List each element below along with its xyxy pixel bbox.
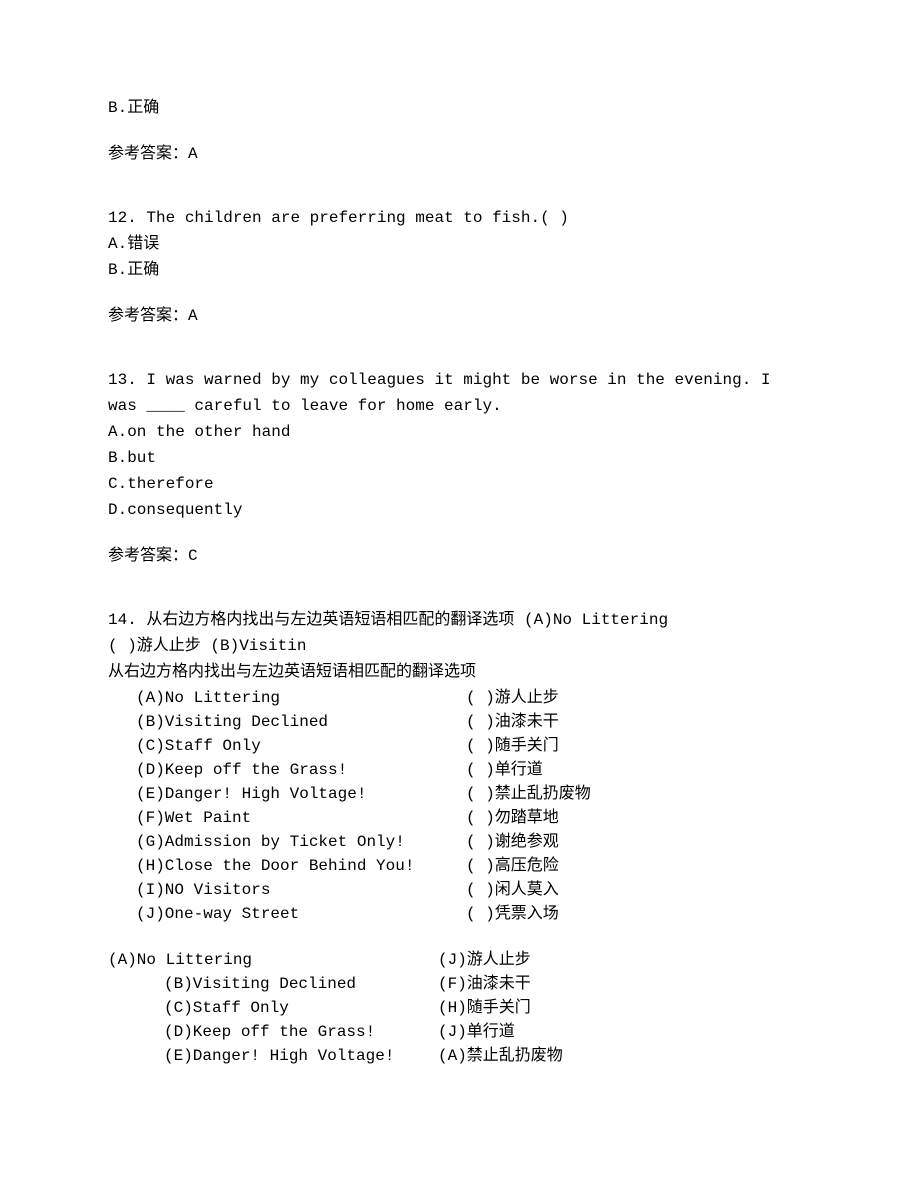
q12-number: 12. <box>108 209 137 227</box>
answer-left: (D)Keep off the Grass! <box>164 1020 438 1044</box>
q12-body: The children are preferring meat to fish… <box>137 209 569 227</box>
q13-number: 13. <box>108 371 137 389</box>
q11-option-b: B.正确 <box>108 96 812 120</box>
match-left: (G)Admission by Ticket Only! <box>136 830 466 854</box>
q13-answer: 参考答案：C <box>108 544 812 568</box>
match-left: (I)NO Visitors <box>136 878 466 902</box>
answer-right: (J)单行道 <box>438 1020 812 1044</box>
q12-text: 12. The children are preferring meat to … <box>108 206 812 230</box>
q13-option-d: D.consequently <box>108 498 812 522</box>
match-row: (C)Staff Only( )随手关门 <box>108 734 812 758</box>
match-row: (J)One-way Street( )凭票入场 <box>108 902 812 926</box>
question-12-block: 12. The children are preferring meat to … <box>108 206 812 328</box>
answer-left: (A)No Littering <box>108 948 438 972</box>
match-right: ( )禁止乱扔废物 <box>466 782 812 806</box>
answer-row-first: (A)No Littering (J)游人止步 <box>108 948 812 972</box>
match-row: (H)Close the Door Behind You!( )高压危险 <box>108 854 812 878</box>
match-row: (E)Danger! High Voltage!( )禁止乱扔废物 <box>108 782 812 806</box>
q14-intro1: 从右边方格内找出与左边英语短语相匹配的翻译选项 (A)No Littering <box>137 611 668 629</box>
q13-option-c: C.therefore <box>108 472 812 496</box>
q14-intro-line1: 14. 从右边方格内找出与左边英语短语相匹配的翻译选项 (A)No Litter… <box>108 608 812 632</box>
match-left: (E)Danger! High Voltage! <box>136 782 466 806</box>
answer-right: (J)游人止步 <box>438 948 812 972</box>
answer-right: (F)油漆未干 <box>438 972 812 996</box>
answer-left: (E)Danger! High Voltage! <box>164 1044 438 1068</box>
question-14-block: 14. 从右边方格内找出与左边英语短语相匹配的翻译选项 (A)No Litter… <box>108 608 812 1068</box>
answer-row: (C)Staff Only(H)随手关门 <box>108 996 812 1020</box>
answer-left: (B)Visiting Declined <box>164 972 438 996</box>
answer-right: (A)禁止乱扔废物 <box>438 1044 812 1068</box>
match-row: (B)Visiting Declined( )油漆未干 <box>108 710 812 734</box>
q13-option-b: B.but <box>108 446 812 470</box>
match-left: (J)One-way Street <box>136 902 466 926</box>
answer-row: (E)Danger! High Voltage!(A)禁止乱扔废物 <box>108 1044 812 1068</box>
q14-number: 14. <box>108 611 137 629</box>
answer-row: (D)Keep off the Grass!(J)单行道 <box>108 1020 812 1044</box>
match-left: (F)Wet Paint <box>136 806 466 830</box>
answer-row: (B)Visiting Declined(F)油漆未干 <box>108 972 812 996</box>
q13-body1: I was warned by my colleagues it might b… <box>137 371 771 389</box>
q11-answer: 参考答案：A <box>108 142 812 166</box>
match-left: (B)Visiting Declined <box>136 710 466 734</box>
q14-answers: (A)No Littering (J)游人止步 (B)Visiting Decl… <box>108 948 812 1068</box>
match-row: (A)No Littering( )游人止步 <box>108 686 812 710</box>
question-11-block: B.正确 参考答案：A <box>108 96 812 166</box>
match-left: (D)Keep off the Grass! <box>136 758 466 782</box>
q13-line1: 13. I was warned by my colleagues it mig… <box>108 368 812 392</box>
q14-match-rows: (A)No Littering( )游人止步 (B)Visiting Decli… <box>108 686 812 926</box>
answer-right: (H)随手关门 <box>438 996 812 1020</box>
match-row: (G)Admission by Ticket Only!( )谢绝参观 <box>108 830 812 854</box>
match-right: ( )单行道 <box>466 758 812 782</box>
match-right: ( )凭票入场 <box>466 902 812 926</box>
q13-line2: was ____ careful to leave for home early… <box>108 394 812 418</box>
match-right: ( )高压危险 <box>466 854 812 878</box>
q12-answer: 参考答案：A <box>108 304 812 328</box>
q14-heading: 从右边方格内找出与左边英语短语相匹配的翻译选项 <box>108 660 812 684</box>
match-right: ( )油漆未干 <box>466 710 812 734</box>
match-right: ( )闲人莫入 <box>466 878 812 902</box>
match-row: (F)Wet Paint( )勿踏草地 <box>108 806 812 830</box>
match-right: ( )勿踏草地 <box>466 806 812 830</box>
q12-option-b: B.正确 <box>108 258 812 282</box>
match-right: ( )游人止步 <box>466 686 812 710</box>
match-left: (H)Close the Door Behind You! <box>136 854 466 878</box>
match-right: ( )随手关门 <box>466 734 812 758</box>
question-13-block: 13. I was warned by my colleagues it mig… <box>108 368 812 568</box>
match-row: (I)NO Visitors( )闲人莫入 <box>108 878 812 902</box>
match-left: (C)Staff Only <box>136 734 466 758</box>
match-right: ( )谢绝参观 <box>466 830 812 854</box>
q14-intro-line2: ( )游人止步 (B)Visitin <box>108 634 812 658</box>
q13-option-a: A.on the other hand <box>108 420 812 444</box>
match-row: (D)Keep off the Grass!( )单行道 <box>108 758 812 782</box>
q12-option-a: A.错误 <box>108 232 812 256</box>
match-left: (A)No Littering <box>136 686 466 710</box>
answer-left: (C)Staff Only <box>164 996 438 1020</box>
